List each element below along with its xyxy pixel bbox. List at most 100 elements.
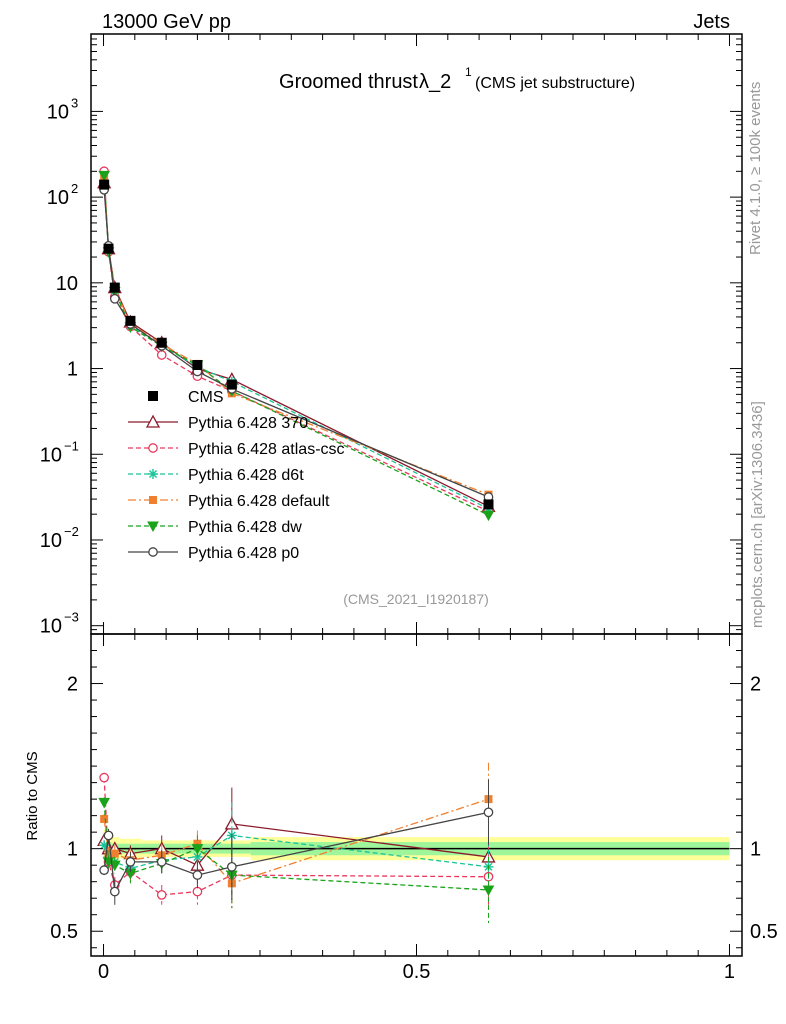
- ratio-y-tick-label-left: 2: [67, 674, 78, 696]
- legend-marker: [148, 469, 158, 479]
- tick-exponent: −2: [64, 524, 79, 539]
- legend-label: Pythia 6.428 atlas-csc: [188, 441, 345, 458]
- ratio-point: [192, 870, 203, 880]
- legend-item-6: Pythia 6.428 p0: [128, 545, 299, 562]
- cms-point: [226, 379, 237, 390]
- cms-point: [99, 179, 110, 190]
- legend-item-2: Pythia 6.428 atlas-csc: [128, 441, 345, 458]
- legend-marker: [148, 391, 158, 401]
- x-tick-label: 0.5: [403, 961, 431, 983]
- ratio-point: [483, 807, 494, 818]
- tick-base: 10: [47, 101, 69, 123]
- tick-base: 10: [47, 187, 69, 209]
- legend-marker: [148, 547, 158, 557]
- ratio-point: [110, 849, 119, 858]
- title-sup: 1: [465, 65, 472, 79]
- ratio-point: [125, 857, 136, 867]
- ratio-y-tick-label-right: 2: [750, 674, 761, 696]
- cms-point: [483, 499, 494, 510]
- main-y-tick-label: 10 −3: [40, 610, 79, 638]
- analysis-id: (CMS_2021_I1920187): [343, 591, 489, 607]
- legend-item-5: Pythia 6.428 dw: [128, 519, 302, 536]
- tick-exponent: −3: [64, 610, 79, 625]
- ratio-point: [482, 885, 495, 896]
- cms-point: [109, 282, 120, 293]
- main-point: [98, 170, 110, 182]
- star-stroke: [148, 469, 158, 479]
- main-y-tick-label: 10 2: [47, 181, 78, 209]
- legend-item-1: Pythia 6.428 370: [128, 414, 308, 432]
- cms-point: [103, 243, 114, 254]
- plot-title: Groomed thrust λ_2 1 (CMS jet substructu…: [279, 65, 635, 93]
- ratio-point: [98, 797, 110, 809]
- ratio-point: [226, 861, 237, 872]
- x-tick-label: 1: [724, 961, 735, 983]
- main-y-tick-label: 10 3: [47, 95, 78, 123]
- cms-point: [156, 337, 167, 348]
- legend-item-0: CMS: [148, 389, 224, 406]
- ratio-point: [103, 830, 114, 841]
- ratio-line: [103, 811, 489, 894]
- main-frame: [90, 33, 743, 635]
- legend: CMS Pythia 6.428 370 Pythia 6.428 atlas-cs…: [128, 389, 345, 562]
- mcplots-label: mcplots.cern.ch [arXiv:1306.3436]: [749, 401, 766, 628]
- x-tick-label: 0: [98, 961, 109, 983]
- star-stroke: [193, 852, 202, 861]
- rivet-label: Rivet 4.1.0, ≥ 100k events: [747, 82, 764, 255]
- ratio-point: [99, 865, 109, 875]
- legend-marker: [149, 496, 157, 504]
- header-jets: Jets: [693, 11, 730, 33]
- legend-marker: [148, 443, 158, 453]
- ratio-point: [100, 814, 109, 823]
- main-line: [103, 178, 489, 496]
- main-y-tick-label: 10 −1: [40, 438, 79, 466]
- title-subtitle: (CMS jet substructure): [475, 75, 635, 92]
- tick-exponent: 2: [71, 181, 78, 196]
- ratio-y-tick-label-left: 1: [67, 839, 78, 861]
- legend-item-3: Pythia 6.428 d6t: [128, 467, 304, 484]
- ratio-line: [103, 834, 489, 870]
- legend-label: CMS: [188, 389, 224, 406]
- main-line: [103, 189, 489, 498]
- ratio-uncertainty-bands: [103, 828, 730, 869]
- main-y-tick-label: 10: [56, 273, 78, 295]
- ratio-point: [191, 844, 204, 855]
- ratio-point: [192, 886, 203, 897]
- title-text: Groomed thrust: [279, 71, 418, 93]
- legend-label: Pythia 6.428 default: [188, 493, 330, 510]
- ratio-series-group: [97, 762, 496, 923]
- tick-base: 10: [40, 444, 62, 466]
- tick-exponent: 3: [71, 95, 78, 110]
- legend-marker: [147, 521, 159, 533]
- legend-marker: [145, 414, 161, 428]
- ratio-y-tick-label-left: 0.5: [50, 921, 78, 943]
- tick-exponent: −1: [64, 438, 79, 453]
- cms-point: [192, 360, 203, 371]
- title-symbol: λ_2: [419, 71, 451, 93]
- legend-label: Pythia 6.428 p0: [188, 545, 299, 562]
- cms-point: [125, 315, 136, 326]
- ratio-axis-label: Ratio to CMS: [24, 751, 41, 840]
- tick-base: 10: [40, 530, 62, 552]
- main-y-tick-label: 10 −2: [40, 524, 79, 552]
- legend-label: Pythia 6.428 d6t: [188, 467, 304, 484]
- cms-data-points: [99, 179, 494, 510]
- ratio-y-tick-label-right: 1: [750, 839, 761, 861]
- ratio-point: [109, 886, 120, 897]
- tick-base: 10: [40, 616, 62, 638]
- ratio-y-tick-label-right: 0.5: [750, 921, 778, 943]
- legend-label: Pythia 6.428 dw: [188, 519, 302, 536]
- ratio-frame: [90, 633, 743, 957]
- tick-base: 1: [67, 359, 78, 381]
- main-point: [482, 510, 495, 522]
- legend-item-4: Pythia 6.428 default: [128, 493, 330, 510]
- ratio-point: [156, 890, 167, 900]
- ratio-point: [99, 772, 109, 783]
- main-y-tick-label: 1: [67, 359, 78, 381]
- ratio-series-5: [99, 779, 494, 905]
- main-series-group: [97, 166, 496, 522]
- tick-base: 10: [56, 273, 78, 295]
- header-energy: 13000 GeV pp: [102, 11, 231, 33]
